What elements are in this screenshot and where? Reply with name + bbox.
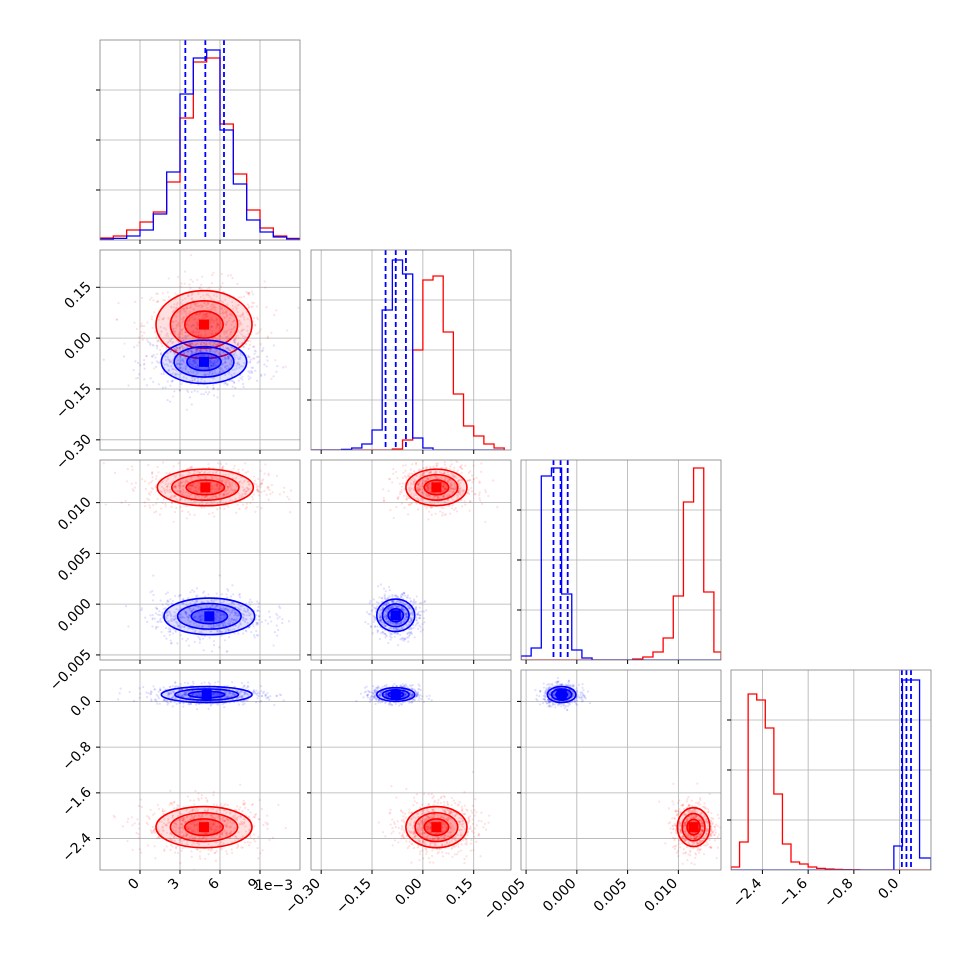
contour-red xyxy=(155,805,253,849)
scatter-panel-1-0 xyxy=(96,249,301,454)
y-tick-label: 0.00 xyxy=(61,330,94,363)
density-peak-blue xyxy=(390,689,401,700)
contour-red xyxy=(414,811,459,843)
y-tick-label: 0.000 xyxy=(55,596,95,636)
density-peak-red xyxy=(200,482,211,493)
axes-frame xyxy=(99,669,301,871)
hist-blue xyxy=(311,259,505,450)
x-tick-label: −2.4 xyxy=(730,875,765,910)
scatter-panel-2-1 xyxy=(307,459,512,664)
scatter-panel-3-0 xyxy=(96,669,301,874)
hist-red xyxy=(311,275,505,450)
hist-panel-2 xyxy=(517,459,722,664)
contour-red xyxy=(676,806,711,848)
density-peak-blue xyxy=(199,356,209,367)
x-tick-label: 3 xyxy=(165,876,183,894)
y-tick-label: −2.4 xyxy=(59,830,94,865)
x-tick-label: 0.0 xyxy=(875,876,902,903)
axes-frame xyxy=(310,459,512,661)
axes-frame xyxy=(99,459,301,661)
axes-frame xyxy=(99,249,301,451)
x-tick-label: −0.005 xyxy=(481,876,529,924)
contour-red xyxy=(423,479,450,496)
contour-blue xyxy=(173,345,235,378)
y-tick-label: 0.005 xyxy=(55,545,95,585)
contour-blue xyxy=(375,686,416,703)
x-tick-label: 0.010 xyxy=(642,876,682,916)
scatter-points-blue xyxy=(124,574,291,654)
hist-panel-1 xyxy=(307,249,512,454)
x-tick-label: 0.15 xyxy=(443,876,476,909)
contour-blue xyxy=(381,603,410,628)
x-tick-label: 0.00 xyxy=(392,876,425,909)
y-tick-label: −0.005 xyxy=(47,646,95,694)
x-tick-label: −1.6 xyxy=(776,875,811,910)
contour-red xyxy=(184,310,225,339)
hist-panel-3 xyxy=(727,669,932,874)
contour-red xyxy=(423,818,450,837)
contour-blue xyxy=(160,685,253,704)
contour-blue xyxy=(550,688,573,701)
offset-text: 1e−3 xyxy=(255,878,293,894)
density-peak-blue xyxy=(201,689,212,700)
y-tick-label: 0.010 xyxy=(55,494,95,534)
hist-blue xyxy=(100,49,300,240)
hist-red xyxy=(731,693,931,870)
contour-red xyxy=(185,479,226,496)
x-tick-label: 6 xyxy=(205,875,223,893)
hist-blue xyxy=(521,467,721,660)
contour-red xyxy=(405,468,468,507)
hist-red xyxy=(521,467,721,660)
contour-red xyxy=(184,818,225,837)
axes-frame xyxy=(310,669,512,871)
hist-panel-0 xyxy=(96,39,301,244)
density-peak-blue xyxy=(556,689,567,700)
x-tick-label: 0 xyxy=(125,876,143,894)
x-tick-label: −0.15 xyxy=(333,876,375,918)
contour-blue xyxy=(546,685,577,704)
scatter-points-blue xyxy=(102,321,285,406)
contour-red xyxy=(169,300,239,350)
contour-red xyxy=(169,811,239,843)
contour-blue xyxy=(176,602,242,630)
contour-blue xyxy=(190,608,229,625)
contour-red xyxy=(686,818,701,836)
contour-blue xyxy=(163,597,256,636)
y-tick-label: −1.6 xyxy=(59,784,94,819)
hist-red xyxy=(100,57,300,240)
contour-red xyxy=(405,805,468,849)
contour-blue xyxy=(387,608,405,623)
contour-red xyxy=(414,473,459,502)
contour-red xyxy=(681,812,706,842)
density-peak-blue xyxy=(204,611,215,622)
contour-blue xyxy=(375,598,416,633)
density-peak-red xyxy=(199,319,209,330)
scatter-panel-2-0 xyxy=(96,459,301,664)
contour-blue xyxy=(160,339,248,385)
contour-blue xyxy=(186,352,222,372)
density-peak-blue xyxy=(390,610,401,621)
contour-red xyxy=(170,473,240,502)
scatter-panel-3-1 xyxy=(307,669,512,874)
density-peak-red xyxy=(431,482,442,493)
y-tick-label: 0.0 xyxy=(68,693,95,720)
density-peak-red xyxy=(199,822,209,833)
y-tick-label: −0.15 xyxy=(53,380,95,422)
contour-red xyxy=(156,468,255,507)
axes-frame xyxy=(520,669,722,871)
contour-blue xyxy=(174,688,240,701)
scatter-points-red xyxy=(377,770,491,865)
y-tick-label: −0.30 xyxy=(53,431,95,473)
y-tick-label: 0.15 xyxy=(61,279,94,312)
x-tick-label: 0.000 xyxy=(540,876,580,916)
density-peak-red xyxy=(688,822,699,833)
density-peak-red xyxy=(431,822,442,833)
x-tick-label: −0.8 xyxy=(821,876,856,911)
scatter-panel-3-2 xyxy=(517,669,722,874)
x-tick-label: 0.005 xyxy=(591,876,631,916)
y-tick-label: −0.8 xyxy=(59,739,94,774)
